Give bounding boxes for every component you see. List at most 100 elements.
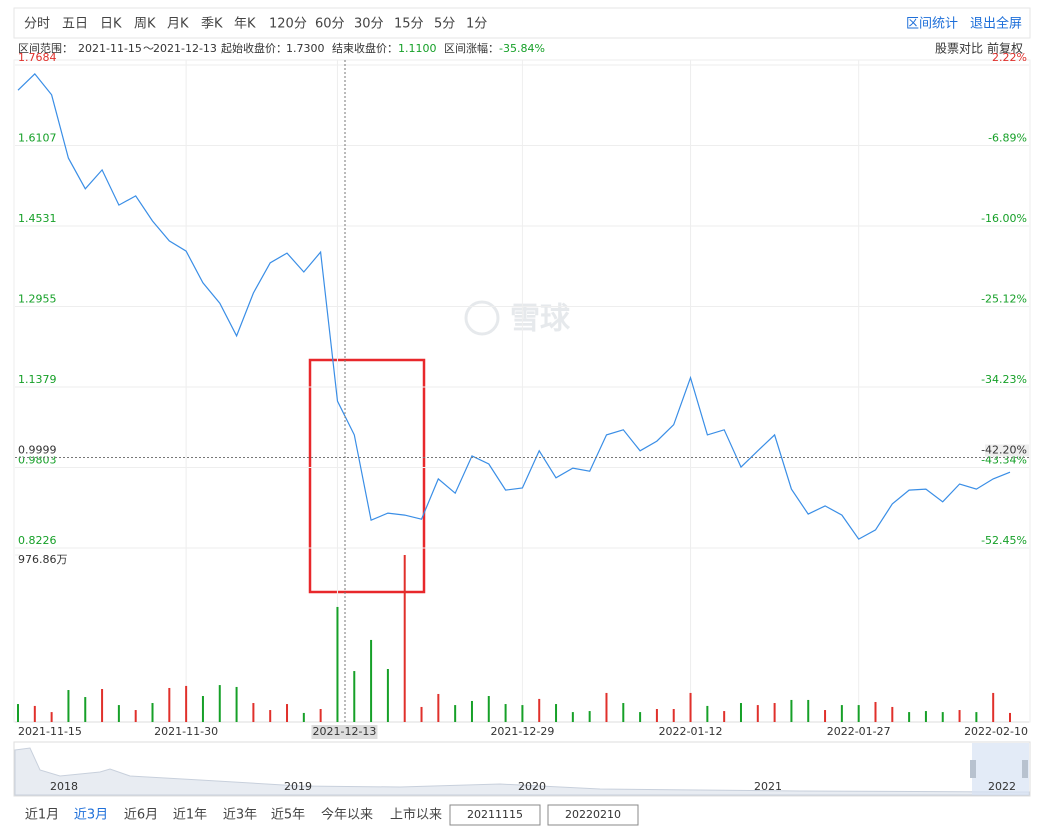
navigator-handle[interactable] <box>1022 760 1028 778</box>
y2-tick-label: -43.34% <box>981 454 1027 467</box>
volume-bar <box>185 685 188 722</box>
y-tick-label: 0.9803 <box>18 453 57 466</box>
volume-bar <box>168 687 171 722</box>
volume-bar <box>286 704 289 722</box>
info-start-close-label: 起始收盘价： <box>221 41 287 55</box>
tab[interactable]: 1分 <box>466 17 487 32</box>
range-button[interactable]: 近3年 <box>223 808 257 823</box>
tab[interactable]: 年K <box>234 17 256 32</box>
volume-bar <box>504 704 507 722</box>
tab[interactable]: 120分 <box>269 17 307 32</box>
x-tick-label: 2021-12-29 <box>490 725 554 738</box>
start-date[interactable]: 20211115 <box>467 808 523 821</box>
y2-tick-label: -6.89% <box>988 131 1027 144</box>
volume-bar <box>252 703 255 722</box>
volume-bar <box>84 697 87 722</box>
start-date-input[interactable] <box>449 804 541 826</box>
volume-bar <box>134 710 137 722</box>
volume-bar <box>555 704 558 722</box>
y-tick-label: 0.8226 <box>18 534 57 547</box>
info-change-label: 区间涨幅： <box>444 42 499 55</box>
y-tick-label: 1.4531 <box>18 212 57 225</box>
volume-bar <box>857 705 860 722</box>
range-button[interactable]: 上市以来 <box>390 807 442 823</box>
crosshair-y2-label: -42.20% <box>981 443 1027 456</box>
volume-bar <box>538 698 541 722</box>
crosshair-label-bg <box>985 444 1029 457</box>
volume-bar <box>992 692 995 722</box>
volume-bar <box>622 703 625 722</box>
volume-bar <box>151 703 154 722</box>
y2-tick-label: -25.12% <box>981 293 1027 306</box>
volume-bar <box>958 710 961 722</box>
volume-bar <box>319 709 322 722</box>
navigator-year: 2018 <box>50 780 78 793</box>
volume-bar <box>386 669 389 722</box>
navigator-handle[interactable] <box>970 760 976 778</box>
volume-bar <box>487 696 490 722</box>
tab[interactable]: 60分 <box>315 17 345 32</box>
tab[interactable]: 季K <box>201 17 223 32</box>
tab[interactable]: 月K <box>167 17 189 32</box>
range-button[interactable]: 近5年 <box>271 808 305 823</box>
range-button[interactable]: 近3月 <box>74 808 108 823</box>
x-tick-label: 2021-11-30 <box>154 725 218 738</box>
volume-bar <box>807 699 810 722</box>
tab[interactable]: 分时 <box>24 17 50 32</box>
volume-bar <box>756 705 759 722</box>
volume-bar <box>655 709 658 722</box>
range-button[interactable]: 今年以来 <box>321 807 373 823</box>
navigator-selection[interactable] <box>972 743 1029 795</box>
tab[interactable]: 5分 <box>434 17 455 32</box>
tab[interactable]: 周K <box>134 17 156 32</box>
volume-bar <box>67 690 70 722</box>
info-range-sep: ～ <box>143 42 154 55</box>
range-button[interactable]: 近6月 <box>124 808 158 823</box>
toolbar <box>13 7 1031 39</box>
x-tick-label: 2021-11-15 <box>18 725 82 738</box>
volume-bar <box>235 686 238 722</box>
volume-bar <box>824 710 827 722</box>
volume-bar <box>689 692 692 722</box>
end-date[interactable]: 20220210 <box>565 808 621 821</box>
volume-bar <box>672 709 675 722</box>
x-tick-label: 2021-12-13 <box>312 725 376 738</box>
volume-bar <box>470 700 473 722</box>
action[interactable]: 退出全屏 <box>970 16 1022 32</box>
volume-bar <box>269 710 272 722</box>
volume-bar <box>706 705 709 722</box>
watermark-text: 雪球 <box>510 302 571 337</box>
volume-bar <box>790 699 793 722</box>
end-date-input[interactable] <box>547 804 639 826</box>
y-tick-label: 1.2955 <box>18 293 57 306</box>
volume-bar <box>908 712 911 722</box>
volume-bar <box>201 696 204 722</box>
y2-tick-label: 2.22% <box>992 51 1027 64</box>
volume-bar <box>117 705 120 722</box>
y-tick-label: 1.1379 <box>18 373 57 386</box>
x-tick-label: 2022-02-10 <box>964 725 1028 738</box>
volume-bar <box>739 703 742 722</box>
tab[interactable]: 日K <box>100 17 122 32</box>
highlight-box <box>308 358 426 594</box>
tab[interactable]: 15分 <box>394 17 424 32</box>
y2-tick-label: -16.00% <box>981 212 1027 225</box>
action[interactable]: 区间统计 <box>906 17 958 32</box>
range-button[interactable]: 近1月 <box>25 808 59 823</box>
info-range-label: 区间范围： <box>18 41 73 55</box>
watermark-icon <box>464 300 500 336</box>
x-tick-label: 2022-01-27 <box>827 725 891 738</box>
volume-bar <box>353 671 356 722</box>
tab[interactable]: 30分 <box>354 17 384 32</box>
watermark: 雪球 <box>464 300 571 337</box>
y2-tick-label: -34.23% <box>981 373 1027 386</box>
info-link[interactable]: 前复权 <box>987 41 1023 56</box>
range-button[interactable]: 近1年 <box>173 808 207 823</box>
tab[interactable]: 五日 <box>62 17 88 32</box>
info-link[interactable]: 股票对比 <box>935 42 983 56</box>
volume-bar <box>50 712 53 722</box>
volume-bar <box>605 692 608 722</box>
volume-bar <box>941 712 944 722</box>
price-line <box>17 73 1011 540</box>
